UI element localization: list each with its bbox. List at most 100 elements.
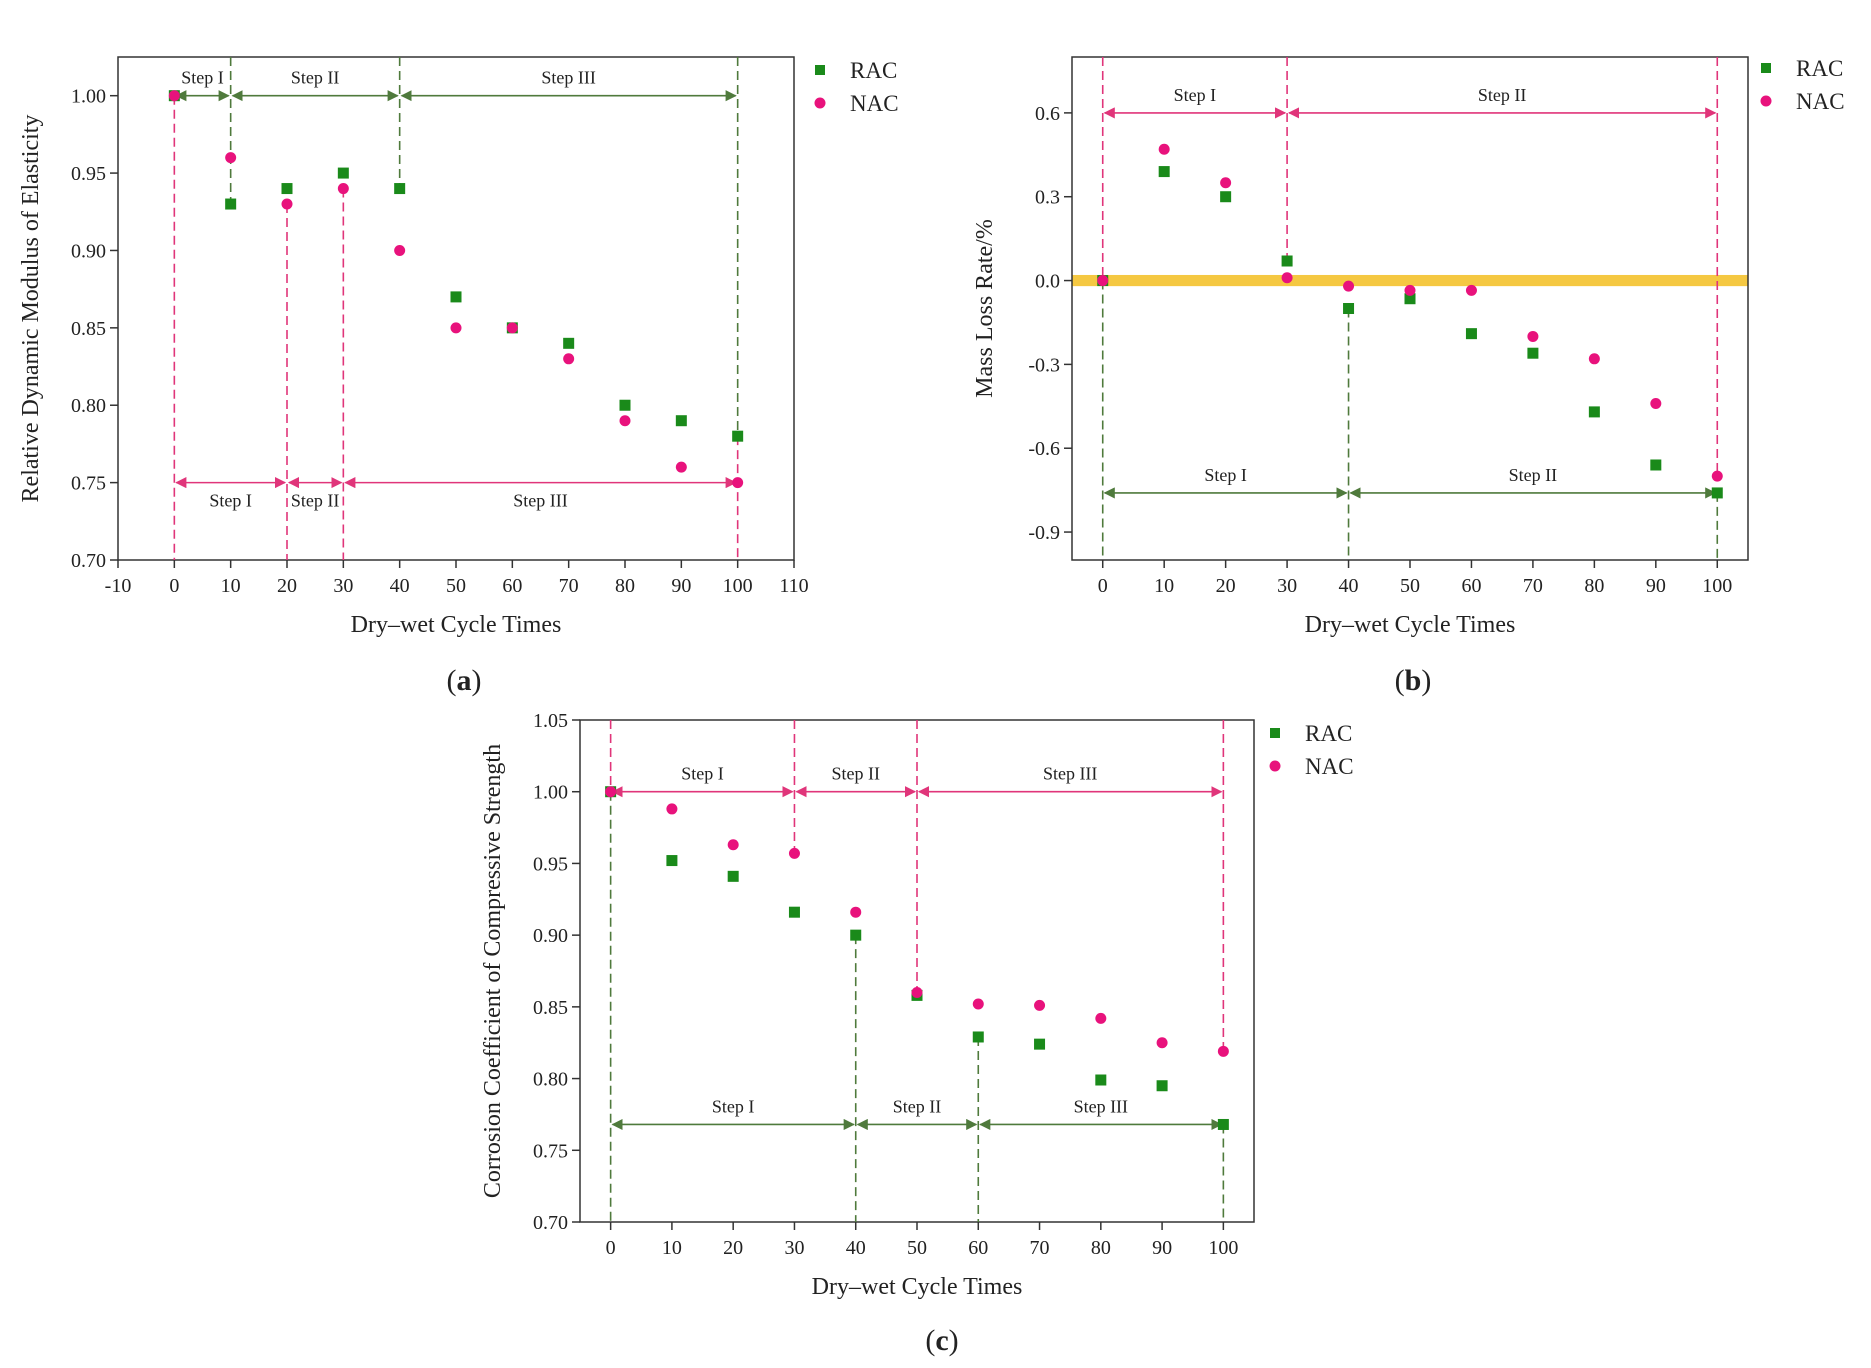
rac-point xyxy=(1281,255,1293,267)
nac-point xyxy=(605,786,617,798)
nac-point xyxy=(1588,353,1600,365)
green-step-label: Step II xyxy=(893,1096,942,1116)
x-tick-label: 90 xyxy=(671,575,691,597)
x-axis-title: Dry–wet Cycle Times xyxy=(351,612,562,638)
legend-rac-marker xyxy=(815,65,825,75)
nac-point xyxy=(337,183,349,195)
green-step-label: Step III xyxy=(541,68,595,88)
rac-point xyxy=(1650,459,1662,471)
legend: RAC NAC xyxy=(1760,56,1845,114)
panel-label-close: ) xyxy=(472,664,482,697)
rac-point xyxy=(1343,303,1355,314)
nac-point xyxy=(1097,275,1109,287)
nac-point xyxy=(732,477,744,489)
x-tick-label: 50 xyxy=(1400,575,1420,597)
nac-point xyxy=(972,998,984,1010)
panel-label-open: ( xyxy=(447,664,457,697)
green-step-label: Step I xyxy=(181,68,224,88)
y-tick-label: 0.95 xyxy=(71,163,106,185)
rac-point xyxy=(788,906,800,918)
pink-step-label: Step I xyxy=(1174,85,1217,105)
x-tick-label: 60 xyxy=(968,1237,988,1259)
nac-point xyxy=(1034,999,1046,1011)
panel-label-open: ( xyxy=(1395,664,1405,697)
green-step-label: Step II xyxy=(1509,465,1558,485)
y-tick-label: -0.9 xyxy=(1028,522,1060,544)
legend-rac-label: RAC xyxy=(1305,721,1352,746)
x-tick-label: 30 xyxy=(333,575,353,597)
pink-step-label: Step II xyxy=(1478,85,1527,105)
x-tick-label: 70 xyxy=(1523,575,1543,597)
nac-point xyxy=(666,803,678,815)
nac-point xyxy=(1158,143,1170,155)
rac-point xyxy=(732,430,744,442)
y-tick-label: 0.0 xyxy=(1035,271,1060,293)
x-tick-label: 10 xyxy=(221,575,241,597)
rac-point xyxy=(1404,293,1416,305)
panel-c: 0 10 20 30 40 50 60 70 80 90 100 0.70 0.75 0.80 0.85 0.… xyxy=(480,710,1354,1357)
x-tick-label: 50 xyxy=(907,1237,927,1259)
y-tick-label: 1.00 xyxy=(71,86,106,108)
x-tick-label: 10 xyxy=(662,1237,682,1259)
nac-point xyxy=(619,415,631,427)
y-tick-label: 0.70 xyxy=(71,550,106,572)
nac-point xyxy=(1527,330,1539,342)
rac-point xyxy=(1588,406,1600,418)
x-tick-label: 40 xyxy=(1339,575,1359,597)
panel-label-open: ( xyxy=(925,1324,935,1357)
x-tick-label: 10 xyxy=(1154,575,1174,597)
x-tick-label: 0 xyxy=(606,1237,616,1259)
legend-rac-label: RAC xyxy=(1796,56,1843,81)
y-tick-label: 0.70 xyxy=(533,1212,568,1234)
nac-point xyxy=(168,90,180,102)
y-tick-label: 0.75 xyxy=(71,473,106,495)
rac-point xyxy=(666,855,678,867)
rac-point xyxy=(563,337,575,349)
legend-nac-marker xyxy=(1760,95,1772,107)
rac-point xyxy=(675,415,687,427)
x-tick-label: 100 xyxy=(1702,575,1732,597)
nac-point xyxy=(1156,1037,1168,1049)
rac-point xyxy=(394,183,406,195)
panel-label-close: ) xyxy=(949,1324,959,1357)
nac-point xyxy=(563,353,575,365)
rac-point xyxy=(450,291,462,303)
rac-point xyxy=(337,167,349,179)
rac-point xyxy=(972,1031,984,1043)
nac-point xyxy=(394,244,406,256)
y-tick-label: 0.75 xyxy=(533,1140,568,1162)
legend-nac-label: NAC xyxy=(1305,754,1354,779)
pink-step-label: Step III xyxy=(1043,764,1097,784)
rac-point xyxy=(281,183,293,195)
y-tick-label: 0.90 xyxy=(533,925,568,947)
x-tick-label: 100 xyxy=(1208,1237,1238,1259)
panel-label: (a) xyxy=(447,664,482,697)
x-tick-label: 80 xyxy=(615,575,635,597)
rac-point xyxy=(1527,347,1539,359)
rac-point xyxy=(1158,166,1170,178)
y-tick-label: 1.05 xyxy=(533,710,568,732)
x-tick-label: 110 xyxy=(779,575,808,597)
x-tick-label: 40 xyxy=(846,1237,866,1259)
zero-highlight-band xyxy=(1072,274,1748,287)
rac-point xyxy=(1465,328,1477,340)
nac-point xyxy=(281,198,293,210)
nac-point xyxy=(1343,280,1355,292)
legend-nac-marker xyxy=(814,97,826,109)
panel-label-letter: c xyxy=(935,1324,948,1357)
nac-point xyxy=(788,847,800,859)
rac-point xyxy=(1217,1118,1229,1130)
rac-point xyxy=(1220,191,1232,203)
green-step-label: Step II xyxy=(291,68,340,88)
y-tick-label: -0.3 xyxy=(1028,354,1060,376)
pink-step-label: Step I xyxy=(209,491,252,511)
legend: RAC NAC xyxy=(1269,721,1354,779)
x-tick-label: 0 xyxy=(169,575,179,597)
x-axis-title: Dry–wet Cycle Times xyxy=(812,1274,1023,1300)
x-tick-label: 50 xyxy=(446,575,466,597)
plot-frame xyxy=(1071,56,1749,561)
x-tick-label: 30 xyxy=(1277,575,1297,597)
legend-nac-label: NAC xyxy=(1796,89,1845,114)
panel-label-letter: a xyxy=(457,664,472,697)
